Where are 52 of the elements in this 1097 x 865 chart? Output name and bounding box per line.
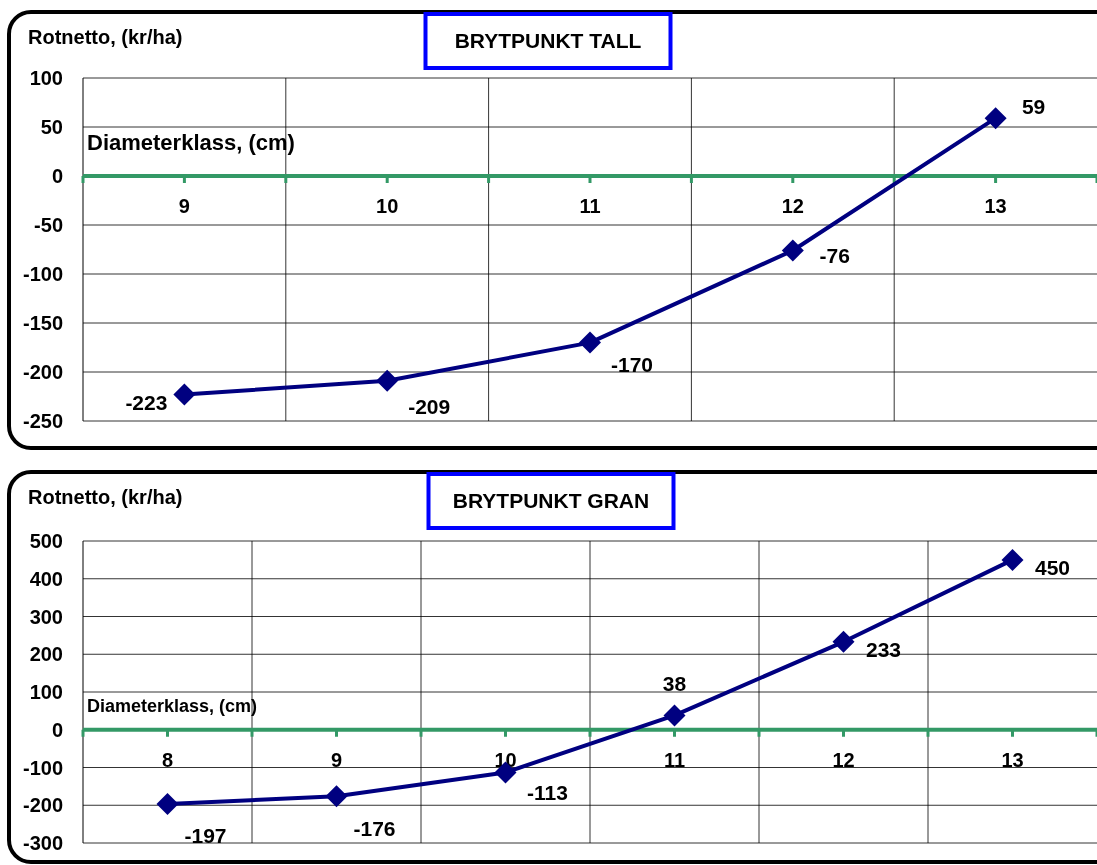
y-tick-label: -50: [34, 214, 63, 236]
y-tick-label: -150: [22, 312, 63, 334]
y-axis-title: Rotnetto, (kr/ha): [28, 486, 183, 508]
point: [984, 107, 1007, 130]
x-tick-label: 9: [178, 195, 190, 217]
y-tick-label: 0: [51, 165, 63, 187]
point: [579, 331, 601, 354]
x-tick-label: 10: [376, 195, 399, 217]
data-label: -209: [408, 395, 451, 419]
y-tick-label: -200: [22, 361, 63, 383]
y-axis-title: Rotnetto, (kr/ha): [28, 26, 183, 48]
data-label: 59: [1021, 94, 1046, 118]
y-tick-label: 300: [29, 605, 63, 628]
point: [156, 793, 179, 816]
data-label: 450: [1034, 556, 1071, 580]
point: [832, 630, 855, 653]
chart-title: BRYTPUNKT TALL: [454, 29, 642, 53]
x-tick-label: 8: [161, 748, 174, 771]
x-tick-label: 9: [330, 748, 343, 771]
x-axis-title: Diameterklass, (cm): [87, 696, 258, 716]
x-tick-label: 12: [832, 748, 855, 771]
y-tick-label: 100: [29, 67, 63, 89]
data-label: -113: [527, 780, 568, 804]
data-label: -76: [819, 243, 850, 267]
y-tick-label: -100: [22, 756, 63, 779]
point: [173, 383, 196, 406]
data-label: -176: [353, 816, 396, 840]
y-tick-label: -200: [22, 794, 63, 817]
x-tick-label: 13: [1001, 748, 1024, 771]
x-tick-label: 11: [663, 748, 686, 771]
x-tick-label: 13: [984, 195, 1007, 217]
point: [781, 239, 804, 262]
y-tick-label: 200: [29, 643, 63, 666]
point: [376, 369, 399, 392]
y-tick-label: 0: [51, 718, 63, 741]
y-tick-label: -250: [22, 410, 63, 432]
chart-title: BRYTPUNKT GRAN: [452, 489, 650, 513]
x-tick-label: 11: [579, 195, 601, 217]
point: [325, 785, 348, 808]
y-tick-label: -300: [22, 832, 63, 854]
data-label: -223: [125, 390, 168, 414]
data-label: -197: [184, 824, 227, 848]
y-tick-label: 50: [40, 116, 63, 138]
y-tick-label: 100: [29, 681, 63, 703]
point: [1001, 548, 1024, 571]
y-tick-label: 500: [29, 530, 63, 552]
x-tick-label: 12: [781, 195, 804, 217]
data-label: 38: [662, 671, 687, 695]
y-tick-label: 400: [29, 567, 63, 590]
point: [663, 704, 686, 727]
y-tick-label: -100: [22, 263, 63, 285]
data-label: -170: [610, 352, 654, 376]
